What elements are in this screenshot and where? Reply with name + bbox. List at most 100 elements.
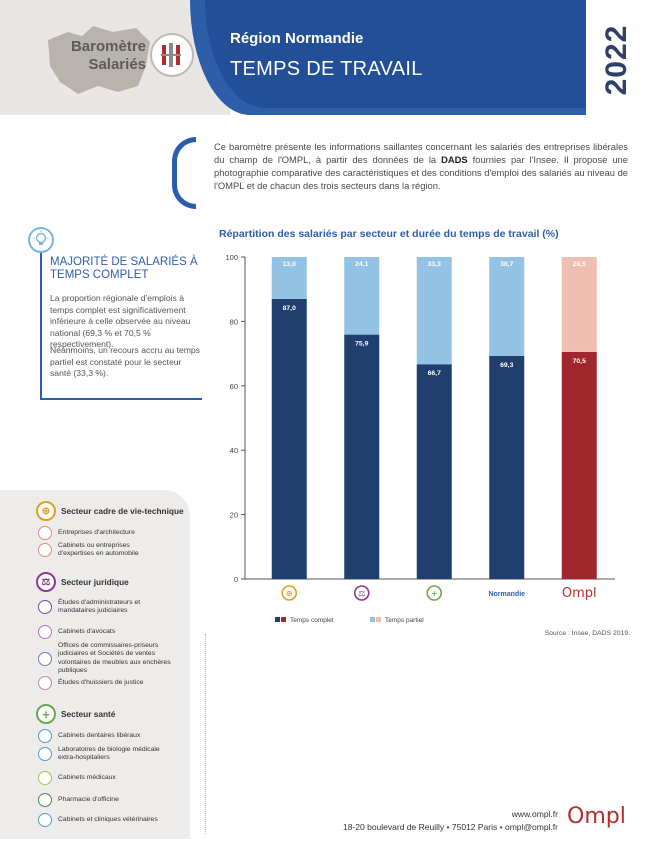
data-label: 29,5 <box>573 261 586 268</box>
data-label: 66,7 <box>428 370 441 377</box>
bar-temps-partiel <box>489 257 525 356</box>
legend-swatch-part-national <box>376 617 381 622</box>
compass-icon-glyph: ⊕ <box>286 589 293 598</box>
scales-icon: ⚖ <box>36 572 56 592</box>
y-tick-label: 60 <box>230 382 238 391</box>
sector-item: Cabinets médicaux <box>38 771 116 785</box>
paw-icon <box>38 813 52 827</box>
bar-temps-partiel <box>416 257 452 365</box>
stethoscope-icon <box>38 771 52 785</box>
data-label: 30,7 <box>500 261 513 268</box>
bar-temps-partiel <box>344 257 380 335</box>
sector-item-label: Cabinets et cliniques vétérinaires <box>58 815 158 823</box>
sector-item-label: Cabinets ou entreprises d'expertises en … <box>58 542 139 558</box>
sector-name: Secteur cadre de vie-technique <box>61 506 184 516</box>
category-label: Normandie <box>488 591 525 598</box>
sector-legend-panel <box>0 490 190 839</box>
barometre-badge: Baromètre Salariés <box>58 38 146 74</box>
intro-text-part1: Ce baromètre présente les informations s… <box>214 141 628 165</box>
bank-icon <box>38 600 52 615</box>
sector-item: Entreprises d'architecture <box>38 526 135 540</box>
badge-line2: Salariés <box>88 56 146 73</box>
legend-swatch-full-national <box>281 617 286 622</box>
compass-icon <box>281 585 298 601</box>
dotted-divider <box>205 634 206 834</box>
bar-temps-complet <box>271 298 307 579</box>
lightbulb-icon <box>28 227 54 253</box>
bar-temps-complet <box>344 334 380 579</box>
scales-icon <box>353 585 370 601</box>
y-tick-label: 40 <box>230 446 238 455</box>
sector-group-cadre: ⊕ Secteur cadre de vie-technique <box>36 501 184 521</box>
compass-icon: ⊕ <box>36 501 56 521</box>
sector-item: Cabinets et cliniques vétérinaires <box>38 813 158 827</box>
header-blue-band-dark <box>205 0 656 108</box>
sector-item: Cabinets dentaires libéraux <box>38 729 140 743</box>
header: Baromètre Salariés Région Normandie TEMP… <box>0 0 656 115</box>
info-paragraph-1: La proportion régionale d'emplois à temp… <box>50 293 191 349</box>
y-tick-label: 80 <box>230 317 238 326</box>
bar-temps-complet <box>416 364 452 579</box>
normandie-map-icon <box>48 26 150 94</box>
sector-item-label: Pharmacie d'officine <box>58 795 119 803</box>
footer-address-line: 18-20 boulevard de Reuilly • 75012 Paris… <box>310 821 558 834</box>
sector-group-sante: + Secteur santé <box>36 704 115 724</box>
tooth-icon <box>38 729 52 743</box>
sector-item: Laboratoires de biologie médicale extra-… <box>38 746 178 763</box>
bar-chart: 0 20 40 60 80 100 87,0 13,0 ⊕ 75,9 24,1 ⚖ 66,7 33,3 +6… <box>225 253 615 624</box>
sector-item-label: Études d'huissiers de justice <box>58 678 144 686</box>
data-label: 70,5 <box>573 358 586 365</box>
sector-item-label: Laboratoires de biologie médicale extra-… <box>58 746 160 762</box>
sector-item: Offices de commissaires-priseurs judicia… <box>38 642 188 676</box>
intro-text-part2: fournies par l'Insee. Il propose une pho… <box>214 154 628 191</box>
bar-temps-partiel <box>561 257 597 352</box>
sector-name: Secteur juridique <box>61 577 129 587</box>
info-paragraph-2: Néanmoins, un recours accru au temps par… <box>50 345 200 378</box>
sector-item-label: Études d'administrateurs et mandataires … <box>58 599 141 615</box>
footer-email[interactable]: ompl@ompl.fr <box>504 822 558 832</box>
barometre-logo-icon <box>150 33 194 77</box>
car-icon <box>38 543 52 558</box>
data-label: 75,9 <box>355 341 368 348</box>
intro-text-bold: DADS <box>441 154 468 165</box>
sector-item: Pharmacie d'officine <box>38 793 119 807</box>
building-icon <box>38 526 52 540</box>
gavel-icon <box>38 651 52 666</box>
sector-name: Secteur santé <box>61 709 116 719</box>
region-title: Région Normandie <box>230 30 364 47</box>
separator-dot: • <box>499 822 503 832</box>
bar-temps-partiel <box>271 257 307 299</box>
ompl-logo: Ompl <box>567 804 626 829</box>
sector-item: Cabinets d'avocats <box>38 625 115 639</box>
year-band <box>586 0 656 115</box>
cross-icon-glyph: + <box>431 589 438 598</box>
sector-item-label: Offices de commissaires-priseurs judicia… <box>58 642 171 675</box>
page-title: TEMPS DE TRAVAIL <box>230 58 423 80</box>
lawyer-icon <box>38 625 52 639</box>
separator-dot: • <box>446 822 450 832</box>
pills-icon <box>38 793 52 807</box>
chart-source: Source : Insee, DADS 2019. <box>544 630 630 637</box>
flask-icon <box>38 747 52 762</box>
data-label: 33,3 <box>428 261 441 268</box>
bar-temps-complet <box>489 355 525 579</box>
sector-item: Études d'huissiers de justice <box>38 676 144 690</box>
footer-website[interactable]: www.ompl.fr <box>511 809 558 819</box>
y-tick-label: 20 <box>230 511 238 520</box>
data-label: 69,3 <box>500 362 513 369</box>
year-label: 2022 <box>600 24 633 96</box>
cross-icon: + <box>36 704 56 724</box>
y-tick-label: 100 <box>225 253 238 262</box>
data-label: 87,0 <box>283 305 296 312</box>
bar-temps-complet <box>561 351 597 579</box>
badge-line1: Baromètre <box>70 38 146 55</box>
info-box <box>40 232 202 400</box>
legend-label: Temps partiel <box>385 617 424 624</box>
sector-item-label: Entreprises d'architecture <box>58 528 135 536</box>
ompl-category-logo: Ompl <box>562 586 597 601</box>
data-label: 24,1 <box>355 261 368 268</box>
sector-group-juridique: ⚖ Secteur juridique <box>36 572 129 592</box>
sector-item-label: Cabinets d'avocats <box>58 627 116 635</box>
sector-item-label: Cabinets dentaires libéraux <box>58 731 141 739</box>
intro-paragraph: Ce baromètre présente les informations s… <box>214 140 628 192</box>
